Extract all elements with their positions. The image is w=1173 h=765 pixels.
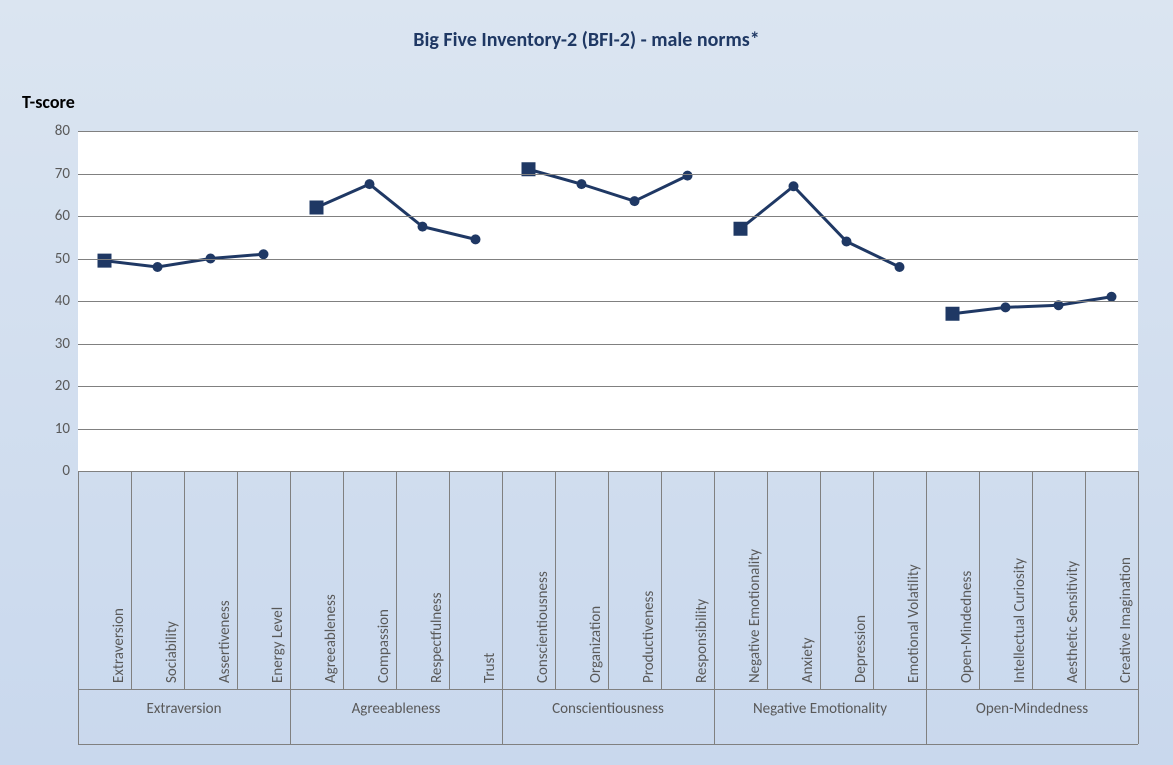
xtick-line	[767, 471, 768, 689]
gridline	[78, 174, 1138, 175]
bfi2-chart: Big Five Inventory-2 (BFI-2) - male norm…	[0, 0, 1173, 765]
xtick-label: Depression	[852, 615, 870, 683]
series-line	[741, 186, 900, 267]
y-axis-title: T-score	[22, 91, 75, 113]
data-marker-circle	[577, 179, 587, 189]
xtick-line	[237, 471, 238, 689]
group-separator	[1138, 689, 1139, 744]
chart-title: Big Five Inventory-2 (BFI-2) - male norm…	[0, 28, 1173, 52]
data-marker-circle	[683, 171, 693, 181]
xtick-line	[979, 471, 980, 689]
series-line	[317, 184, 476, 239]
xtick-line	[926, 471, 927, 689]
data-marker-circle	[471, 234, 481, 244]
data-marker-square	[98, 254, 112, 268]
xtick-line	[873, 471, 874, 689]
xtick-line	[661, 471, 662, 689]
data-marker-square	[310, 201, 324, 215]
gridline	[78, 386, 1138, 387]
ytick-label: 50	[38, 250, 70, 268]
gridline	[78, 259, 1138, 260]
xtick-label: Emotional Volatility	[905, 564, 923, 683]
ytick-label: 80	[38, 122, 70, 140]
xtick-label: Conscientiousness	[534, 571, 552, 683]
xtick-line	[343, 471, 344, 689]
xtick-label: Responsibility	[693, 599, 711, 683]
gridline	[78, 131, 1138, 132]
data-marker-circle	[842, 237, 852, 247]
xtick-line	[555, 471, 556, 689]
data-marker-circle	[895, 262, 905, 272]
data-marker-circle	[630, 196, 640, 206]
data-marker-circle	[153, 262, 163, 272]
xtick-label: Sociability	[163, 621, 181, 683]
xtick-label: Assertiveness	[216, 600, 234, 683]
group-label: Open-Mindedness	[926, 700, 1138, 718]
xtick-line	[820, 471, 821, 689]
xtick-label: Agreeableness	[322, 594, 340, 683]
series-line	[105, 254, 264, 267]
ytick-label: 20	[38, 377, 70, 395]
gridline	[78, 301, 1138, 302]
xtick-label: Creative Imagination	[1117, 557, 1135, 683]
xtick-line	[502, 471, 503, 689]
xtick-label: Open-Mindedness	[958, 571, 976, 683]
ytick-label: 10	[38, 420, 70, 438]
xtick-line	[1085, 471, 1086, 689]
group-footer-line	[78, 744, 1138, 745]
data-marker-circle	[365, 179, 375, 189]
ytick-label: 70	[38, 165, 70, 183]
xtick-label: Respectfulness	[428, 593, 446, 683]
ytick-label: 0	[38, 462, 70, 480]
ytick-label: 40	[38, 292, 70, 310]
xtick-line	[608, 471, 609, 689]
xtick-line	[184, 471, 185, 689]
xtick-line	[714, 471, 715, 689]
xtick-label: Negative Emotionality	[746, 549, 764, 683]
data-marker-circle	[1001, 302, 1011, 312]
data-marker-circle	[789, 181, 799, 191]
xtick-label: Trust	[481, 653, 499, 683]
xtick-label: Anxiety	[799, 637, 817, 683]
data-marker-circle	[418, 222, 428, 232]
group-label: Extraversion	[78, 700, 290, 718]
xtick-label: Extraversion	[110, 608, 128, 683]
gridline	[78, 344, 1138, 345]
xtick-line	[1138, 471, 1139, 689]
xtick-line	[78, 471, 79, 689]
xtick-label: Organization	[587, 606, 605, 683]
group-label: Agreeableness	[290, 700, 502, 718]
group-label: Conscientiousness	[502, 700, 714, 718]
xtick-line	[131, 471, 132, 689]
xtick-label: Energy Level	[269, 607, 287, 683]
xtick-line	[1032, 471, 1033, 689]
xtick-line	[449, 471, 450, 689]
data-marker-square	[946, 307, 960, 321]
xtick-label: Aesthetic Sensitivity	[1064, 561, 1082, 683]
series-line	[953, 297, 1112, 314]
group-label: Negative Emotionality	[714, 700, 926, 718]
xtick-line	[290, 471, 291, 689]
gridline	[78, 216, 1138, 217]
ytick-label: 30	[38, 335, 70, 353]
ytick-label: 60	[38, 207, 70, 225]
xtick-line	[396, 471, 397, 689]
gridline	[78, 429, 1138, 430]
xtick-label: Intellectual Curiosity	[1011, 558, 1029, 683]
plot-area	[78, 131, 1138, 471]
xtick-label: Compassion	[375, 609, 393, 683]
group-header-line	[78, 689, 1138, 690]
data-marker-square	[734, 222, 748, 236]
xtick-label: Productiveness	[640, 591, 658, 683]
